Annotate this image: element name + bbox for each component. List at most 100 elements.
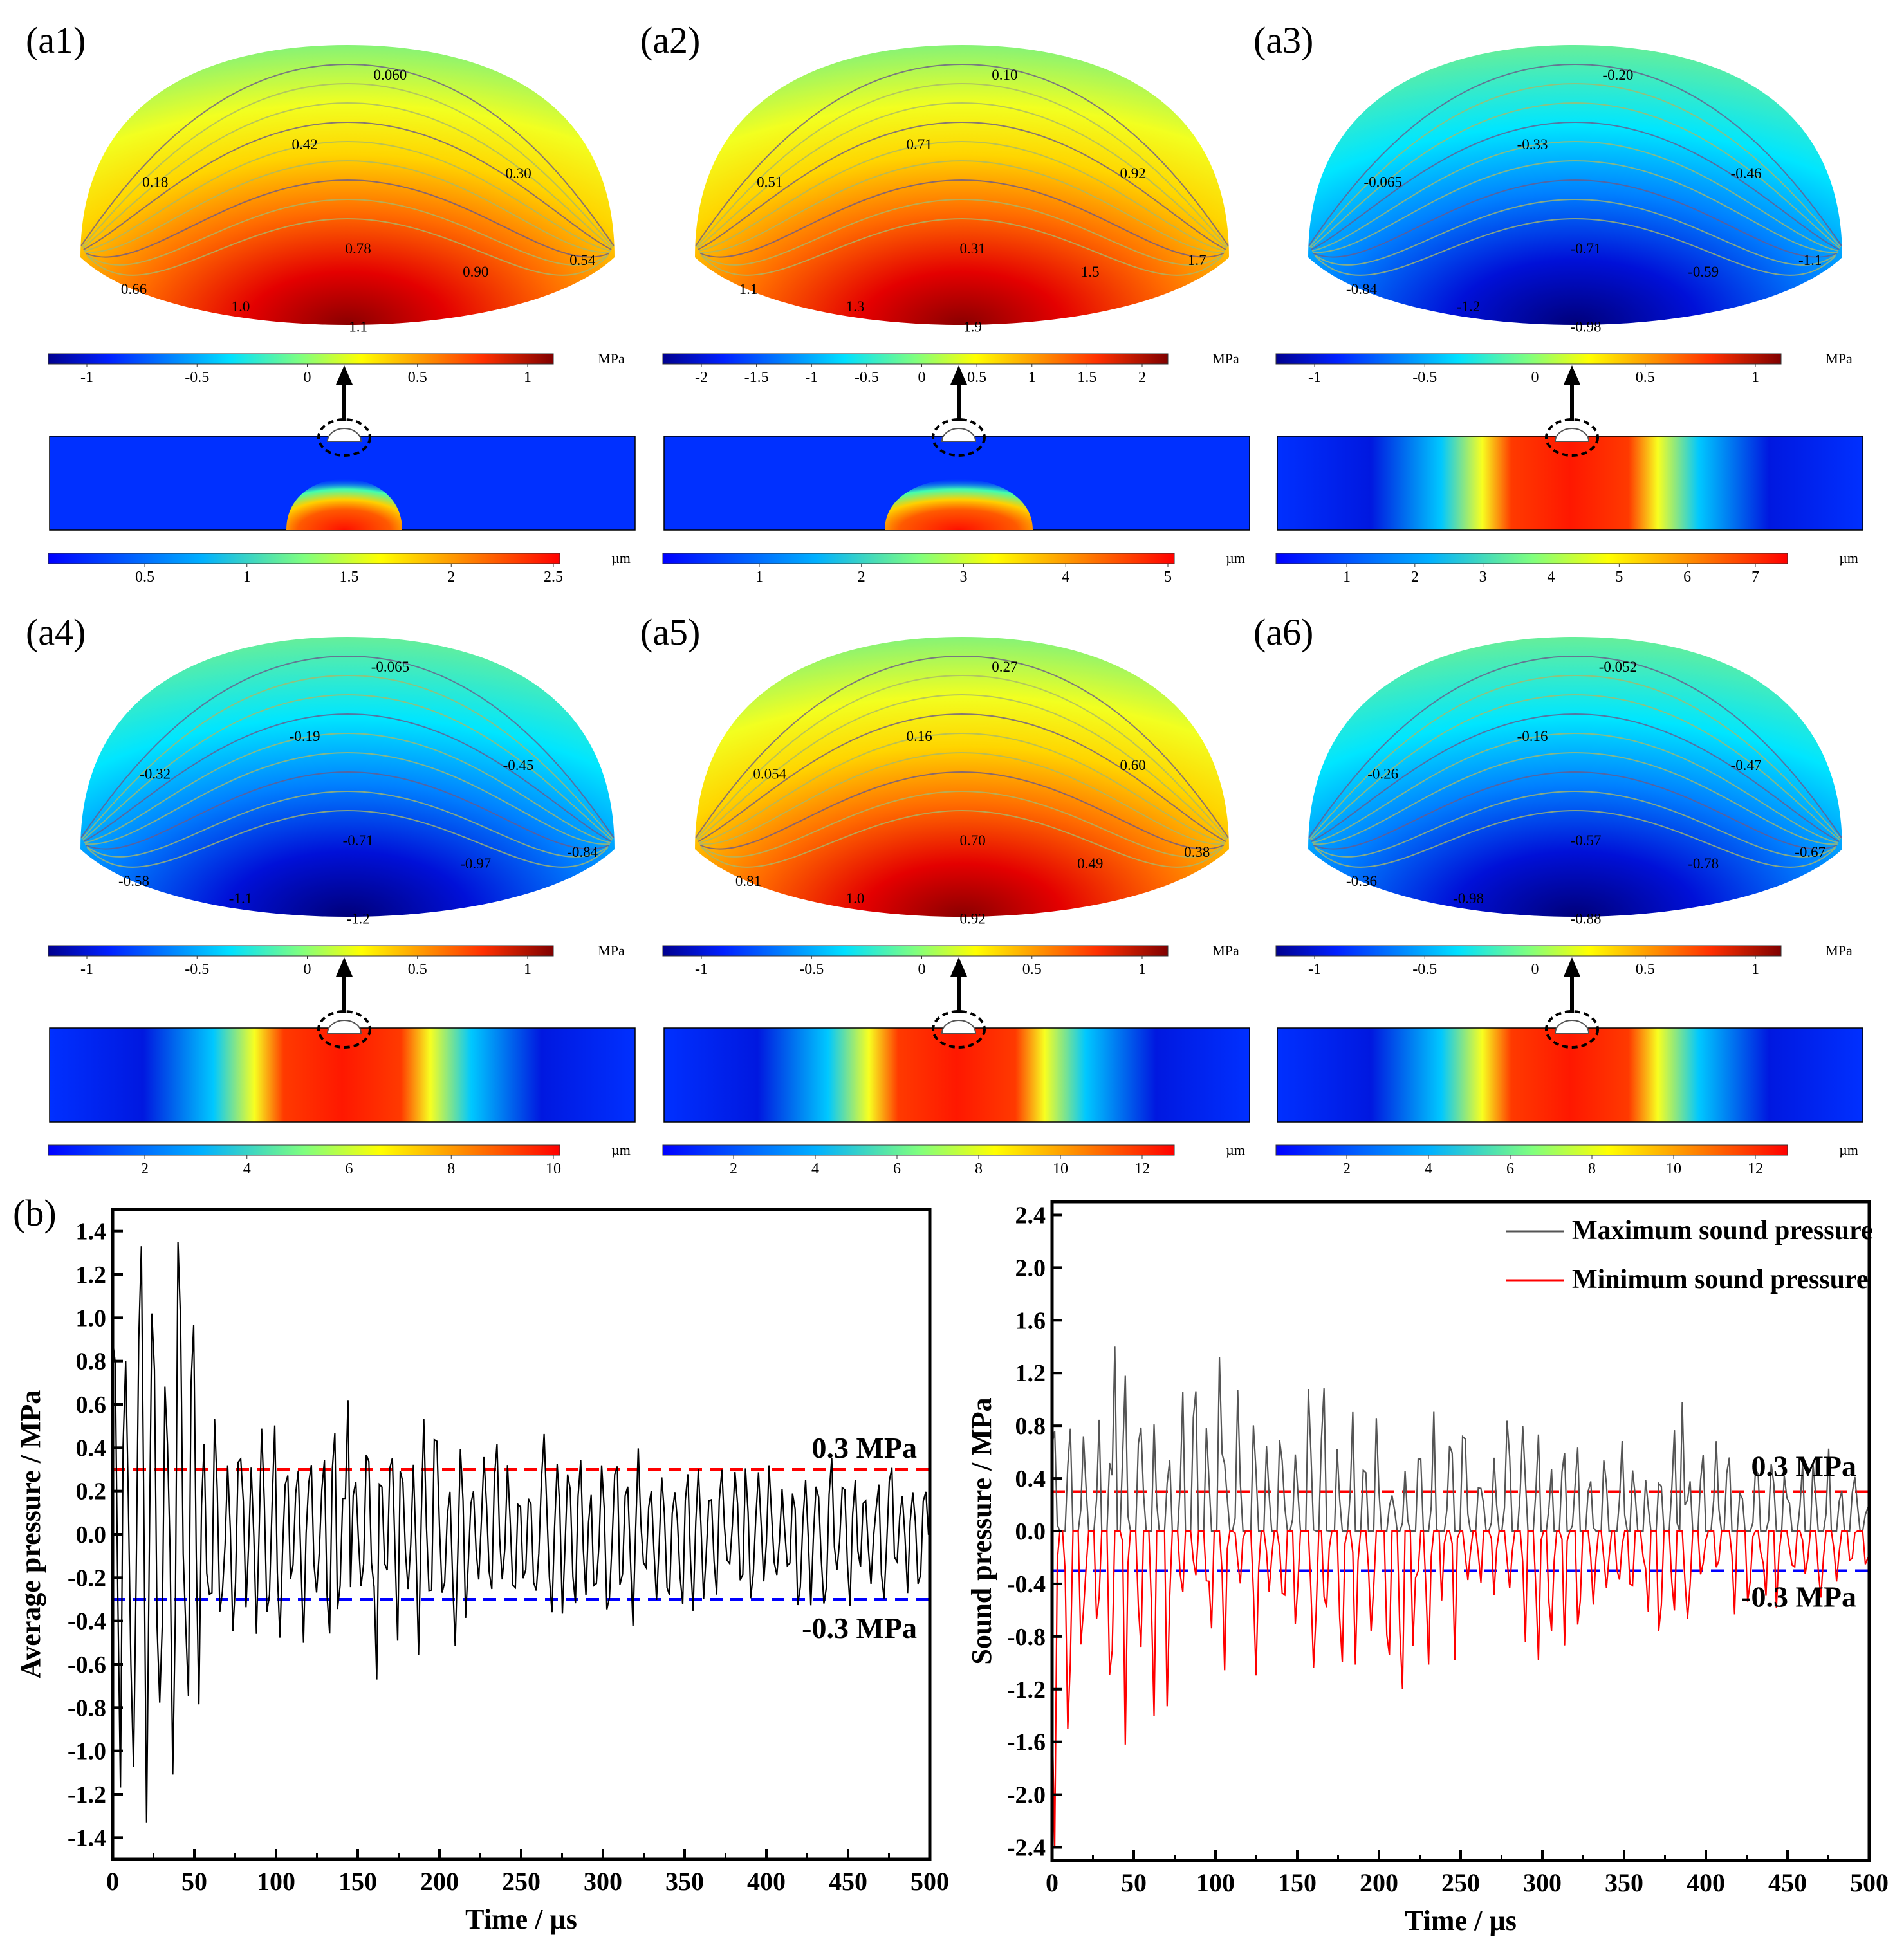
contour-label: -0.052 bbox=[1599, 659, 1637, 675]
stress-colorbar bbox=[48, 353, 554, 365]
x-axis-label: Time / µs bbox=[1405, 1905, 1517, 1936]
contour-line bbox=[696, 674, 1228, 840]
x-tick-label: 50 bbox=[181, 1867, 207, 1896]
stress-tick-label: 0 bbox=[918, 369, 926, 386]
panel-label: (b) bbox=[13, 1192, 57, 1234]
displacement-tick-label: 3 bbox=[1479, 569, 1487, 585]
contour-label: -0.71 bbox=[1571, 241, 1602, 257]
y-tick-label: -1.2 bbox=[1007, 1677, 1046, 1704]
stress-tick-label: 1 bbox=[524, 369, 531, 386]
contour-line bbox=[86, 790, 609, 858]
stress-tick-label: 0 bbox=[304, 961, 311, 978]
stress-tick-label: 2 bbox=[1138, 369, 1146, 386]
contour-label: -0.065 bbox=[371, 659, 409, 675]
reference-line-label: -0.3 MPa bbox=[802, 1612, 917, 1644]
displacement-unit: µm bbox=[1839, 1142, 1858, 1158]
y-tick-label: 0.2 bbox=[76, 1478, 107, 1505]
x-tick-label: 250 bbox=[502, 1867, 541, 1896]
displacement-tick-label: 2 bbox=[730, 1161, 737, 1177]
y-tick-label: -0.6 bbox=[68, 1651, 106, 1678]
y-tick-label: -2.4 bbox=[1007, 1835, 1046, 1862]
contour-label: -0.065 bbox=[1363, 174, 1401, 190]
stress-tick-label: -0.5 bbox=[1412, 961, 1437, 978]
stress-tick-label: 0.5 bbox=[1636, 961, 1655, 978]
contour-line bbox=[86, 179, 609, 258]
contour-label: 0.054 bbox=[753, 766, 786, 782]
y-tick-label: 0.0 bbox=[76, 1521, 107, 1548]
contour-line bbox=[83, 713, 612, 842]
contour-label: -1.2 bbox=[346, 911, 369, 927]
stress-tick-label: 1 bbox=[1751, 961, 1759, 978]
contour-label: -0.78 bbox=[1688, 856, 1719, 872]
panel-label: (a3) bbox=[1253, 19, 1313, 61]
contour-label: -0.59 bbox=[1688, 264, 1719, 280]
displacement-tick-label: 10 bbox=[1666, 1161, 1681, 1177]
contour-line bbox=[82, 694, 613, 841]
contour-line bbox=[87, 809, 608, 868]
contour-line bbox=[83, 121, 612, 250]
contour-line bbox=[84, 140, 611, 252]
contour-label: 1.0 bbox=[846, 890, 865, 906]
stress-tick-label: -1 bbox=[1308, 369, 1321, 386]
displacement-unit: µm bbox=[611, 1142, 631, 1158]
stress-tick-label: -1 bbox=[80, 961, 93, 978]
displacement-tick-label: 6 bbox=[1683, 569, 1691, 585]
arrow-head bbox=[950, 365, 967, 385]
contour-line bbox=[1313, 771, 1837, 850]
bubble-icon bbox=[941, 1020, 977, 1034]
displacement-tick-label: 6 bbox=[1506, 1161, 1514, 1177]
contour-label: 0.60 bbox=[1120, 757, 1145, 773]
contour-label: -1.2 bbox=[1457, 299, 1480, 315]
panel-label: (a5) bbox=[640, 611, 700, 653]
displacement-field bbox=[1277, 436, 1863, 531]
contour-label: 0.71 bbox=[906, 136, 932, 152]
y-tick-label: 2.4 bbox=[1015, 1202, 1046, 1229]
contour-label: 0.90 bbox=[463, 264, 488, 280]
x-tick-label: 250 bbox=[1441, 1868, 1480, 1897]
contour-label: 0.92 bbox=[1120, 165, 1145, 181]
y-tick-label: 1.2 bbox=[1015, 1360, 1046, 1387]
legend-entry: Maximum sound pressure bbox=[1572, 1216, 1873, 1245]
contour-label: 0.54 bbox=[569, 252, 596, 268]
contour-label: 0.10 bbox=[992, 67, 1017, 83]
contour-label: -1.1 bbox=[229, 890, 252, 906]
displacement-tick-label: 2 bbox=[1343, 1161, 1351, 1177]
y-tick-label: -1.4 bbox=[68, 1824, 106, 1852]
displacement-tick-label: 1.5 bbox=[340, 569, 359, 585]
displacement-tick-label: 8 bbox=[447, 1161, 455, 1177]
y-axis-label: Average pressure / MPa bbox=[15, 1390, 46, 1678]
contour-label: 0.38 bbox=[1184, 844, 1210, 860]
stress-tick-label: 0 bbox=[1531, 961, 1539, 978]
stress-tick-label: -1.5 bbox=[744, 369, 769, 386]
stress-tick-label: 1.5 bbox=[1077, 369, 1096, 386]
displacement-unit: µm bbox=[611, 550, 631, 566]
contour-line bbox=[80, 655, 615, 838]
displacement-unit: µm bbox=[1839, 550, 1858, 566]
panel-a2: (a2)0.100.510.710.920.311.11.51.71.31.9M… bbox=[640, 19, 1250, 585]
stress-tick-label: 0.5 bbox=[1636, 369, 1655, 386]
stress-unit: MPa bbox=[598, 351, 625, 367]
contour-line bbox=[1315, 217, 1836, 276]
panel-a6: (a6) -0.052 -0.26 -0.16 -0.47 -0.57 -0.36 -0.78… bbox=[1253, 611, 1863, 1177]
stress-tick-label: -0.5 bbox=[185, 369, 209, 386]
contour-label: 1.7 bbox=[1188, 252, 1206, 268]
displacement-tick-label: 10 bbox=[1053, 1161, 1068, 1177]
contour-label: 0.66 bbox=[121, 281, 147, 297]
displacement-field bbox=[1277, 1027, 1863, 1123]
contour-label: -0.98 bbox=[1571, 319, 1602, 335]
series-line-secondary bbox=[1052, 1530, 1869, 1848]
x-axis-label: Time / µs bbox=[465, 1904, 577, 1935]
bubble-outline bbox=[1545, 418, 1599, 457]
contour-line bbox=[81, 674, 614, 840]
displacement-tick-label: 4 bbox=[811, 1161, 819, 1177]
contour-line bbox=[1314, 790, 1836, 858]
arrow-head bbox=[950, 957, 967, 977]
contour-line bbox=[85, 160, 610, 253]
reference-line-label: -0.3 MPa bbox=[1741, 1580, 1856, 1613]
contour-line bbox=[1309, 102, 1841, 249]
contour-label: -0.46 bbox=[1731, 165, 1762, 181]
stress-colorbar bbox=[48, 945, 554, 957]
displacement-tick-label: 2 bbox=[141, 1161, 149, 1177]
contour-line bbox=[86, 198, 609, 266]
